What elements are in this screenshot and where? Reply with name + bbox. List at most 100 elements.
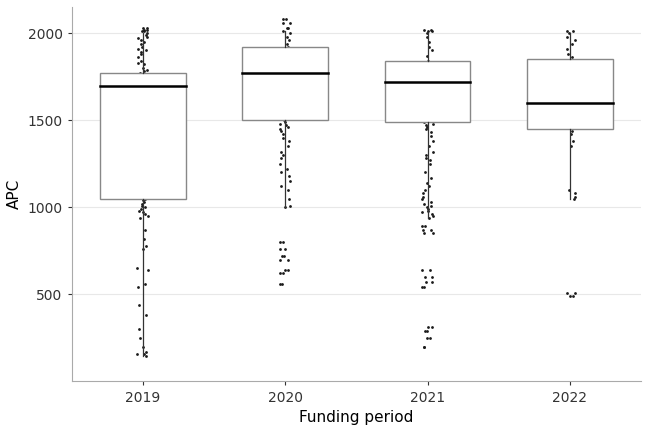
Point <box>562 57 572 64</box>
Point <box>417 99 427 106</box>
Point <box>141 47 151 54</box>
Point <box>137 87 147 94</box>
Point <box>427 28 437 35</box>
Point <box>568 80 578 87</box>
Point <box>138 155 148 162</box>
Point <box>285 108 295 115</box>
Point <box>143 267 153 273</box>
Point <box>283 124 293 130</box>
Point <box>275 256 285 263</box>
Point <box>567 54 577 61</box>
Point <box>283 73 293 80</box>
Point <box>420 169 430 176</box>
Point <box>138 209 148 216</box>
Point <box>563 117 573 124</box>
Point <box>139 28 149 35</box>
Point <box>275 183 286 190</box>
Point <box>284 115 294 122</box>
Point <box>566 75 577 82</box>
Point <box>417 267 428 273</box>
Point <box>426 26 436 33</box>
Point <box>421 115 432 122</box>
Point <box>280 204 290 211</box>
Point <box>281 165 292 172</box>
Point <box>424 157 435 164</box>
Point <box>284 138 294 145</box>
Point <box>422 124 432 130</box>
Point <box>424 38 434 45</box>
Point <box>420 186 430 193</box>
Point <box>276 76 286 83</box>
Point <box>562 110 572 117</box>
Point <box>428 213 438 219</box>
Point <box>277 270 288 277</box>
Point <box>420 96 430 103</box>
Point <box>140 211 150 218</box>
Point <box>563 101 573 108</box>
Point <box>283 68 294 75</box>
Point <box>284 195 294 202</box>
Point <box>421 152 431 159</box>
Point <box>277 103 288 110</box>
Point <box>281 122 292 129</box>
Point <box>418 75 428 82</box>
Point <box>279 98 289 105</box>
Point <box>421 82 432 89</box>
Point <box>428 230 438 237</box>
Point <box>133 207 144 214</box>
Point <box>283 86 294 92</box>
Point <box>559 124 570 130</box>
Point <box>426 76 436 83</box>
Point <box>570 99 580 106</box>
Point <box>141 106 151 113</box>
Point <box>142 96 152 103</box>
Point <box>559 92 570 99</box>
Point <box>135 183 146 190</box>
Point <box>418 226 428 233</box>
Point <box>136 127 146 134</box>
Point <box>132 59 143 66</box>
Point <box>132 176 143 183</box>
Point <box>283 47 294 54</box>
Point <box>419 92 430 99</box>
Point <box>280 118 290 125</box>
Point <box>283 24 293 31</box>
Point <box>142 24 152 31</box>
Point <box>132 265 143 272</box>
Point <box>285 30 295 37</box>
Point <box>141 348 151 355</box>
Point <box>568 28 578 35</box>
Point <box>428 138 438 145</box>
Point <box>281 111 292 118</box>
Point <box>422 204 433 211</box>
Point <box>278 238 288 245</box>
Point <box>418 190 428 197</box>
Point <box>275 155 286 162</box>
Point <box>278 94 288 101</box>
Point <box>275 246 285 253</box>
Point <box>279 54 289 61</box>
Point <box>133 80 144 87</box>
Point <box>139 235 149 242</box>
Point <box>568 78 579 85</box>
Point <box>283 101 294 108</box>
Point <box>281 110 291 117</box>
Point <box>134 302 145 308</box>
Point <box>562 51 573 57</box>
Point <box>135 214 146 221</box>
Point <box>422 334 432 341</box>
Point <box>286 106 296 113</box>
Bar <box>242 47 328 120</box>
Point <box>279 117 289 124</box>
Point <box>568 195 579 202</box>
Point <box>281 84 291 91</box>
Point <box>419 343 430 350</box>
Point <box>417 105 428 111</box>
Point <box>568 138 578 145</box>
Point <box>282 40 292 47</box>
Point <box>570 194 581 200</box>
Point <box>417 195 427 202</box>
Point <box>141 179 152 186</box>
Point <box>142 30 152 37</box>
Point <box>139 26 149 33</box>
